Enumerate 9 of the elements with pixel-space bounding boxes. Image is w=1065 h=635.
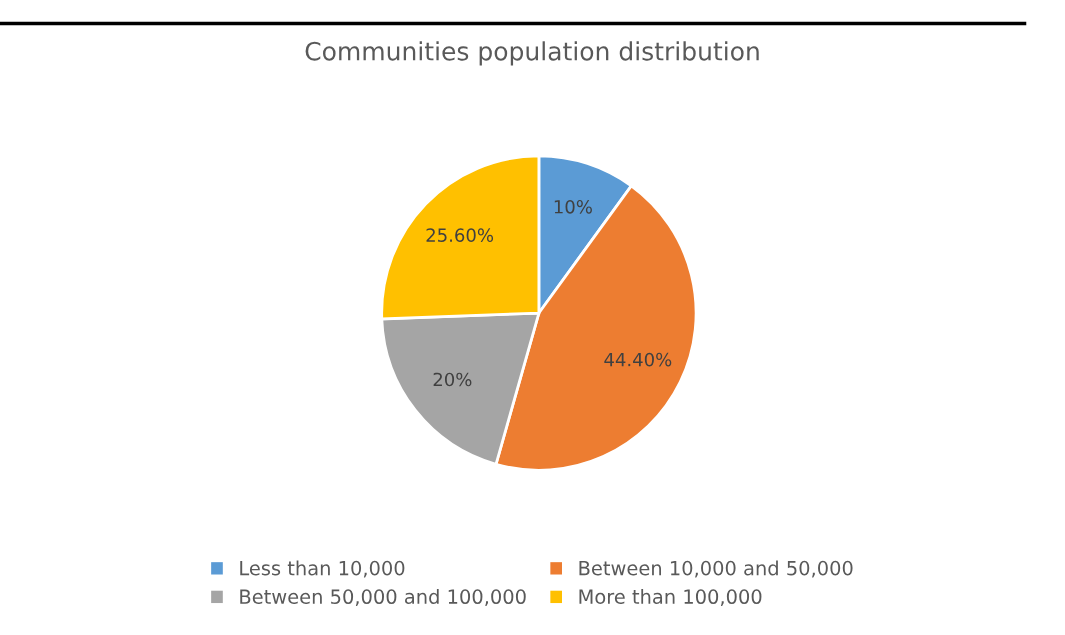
legend-label: Between 50,000 and 100,000 (240, 588, 526, 606)
legend-label: More than 100,000 (579, 588, 762, 606)
data-label: 20% (433, 372, 472, 387)
chart-title: Communities population distribution (305, 41, 759, 66)
data-label: 10% (554, 199, 592, 214)
data-label: 44.40% (604, 352, 672, 367)
data-label: 25.60% (426, 228, 494, 242)
legend-label: Between 10,000 and 50,000 (579, 560, 853, 578)
legend-label: Less than 10,000 (240, 560, 405, 578)
